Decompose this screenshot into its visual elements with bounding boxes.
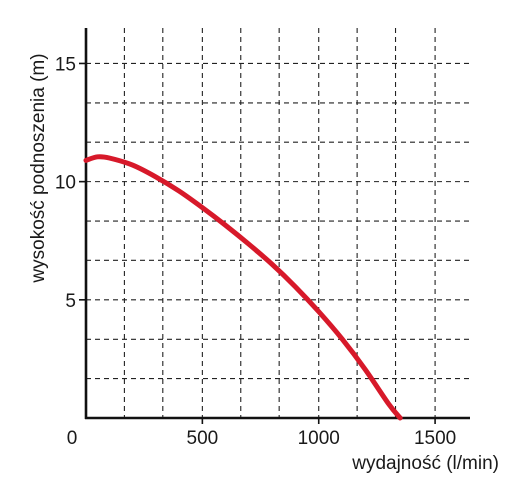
origin-tick-label: 0 bbox=[67, 428, 78, 449]
series-line bbox=[83, 154, 403, 421]
x-tick-label: 500 bbox=[187, 428, 219, 449]
x-axis-title: wydajność (l/min) bbox=[351, 453, 499, 474]
grid bbox=[86, 28, 470, 418]
labels: 0 wydajność (l/min) wysokość podnoszenia… bbox=[28, 53, 499, 474]
x-tick-label: 1500 bbox=[414, 428, 456, 449]
series-layer bbox=[83, 154, 403, 421]
y-tick-label: 5 bbox=[65, 291, 76, 312]
axes bbox=[79, 28, 470, 424]
x-tick-label: 1000 bbox=[298, 428, 340, 449]
y-axis-title: wysokość podnoszenia (m) bbox=[28, 53, 49, 283]
y-tick-label: 10 bbox=[55, 173, 76, 194]
y-tick-label: 15 bbox=[55, 54, 76, 75]
